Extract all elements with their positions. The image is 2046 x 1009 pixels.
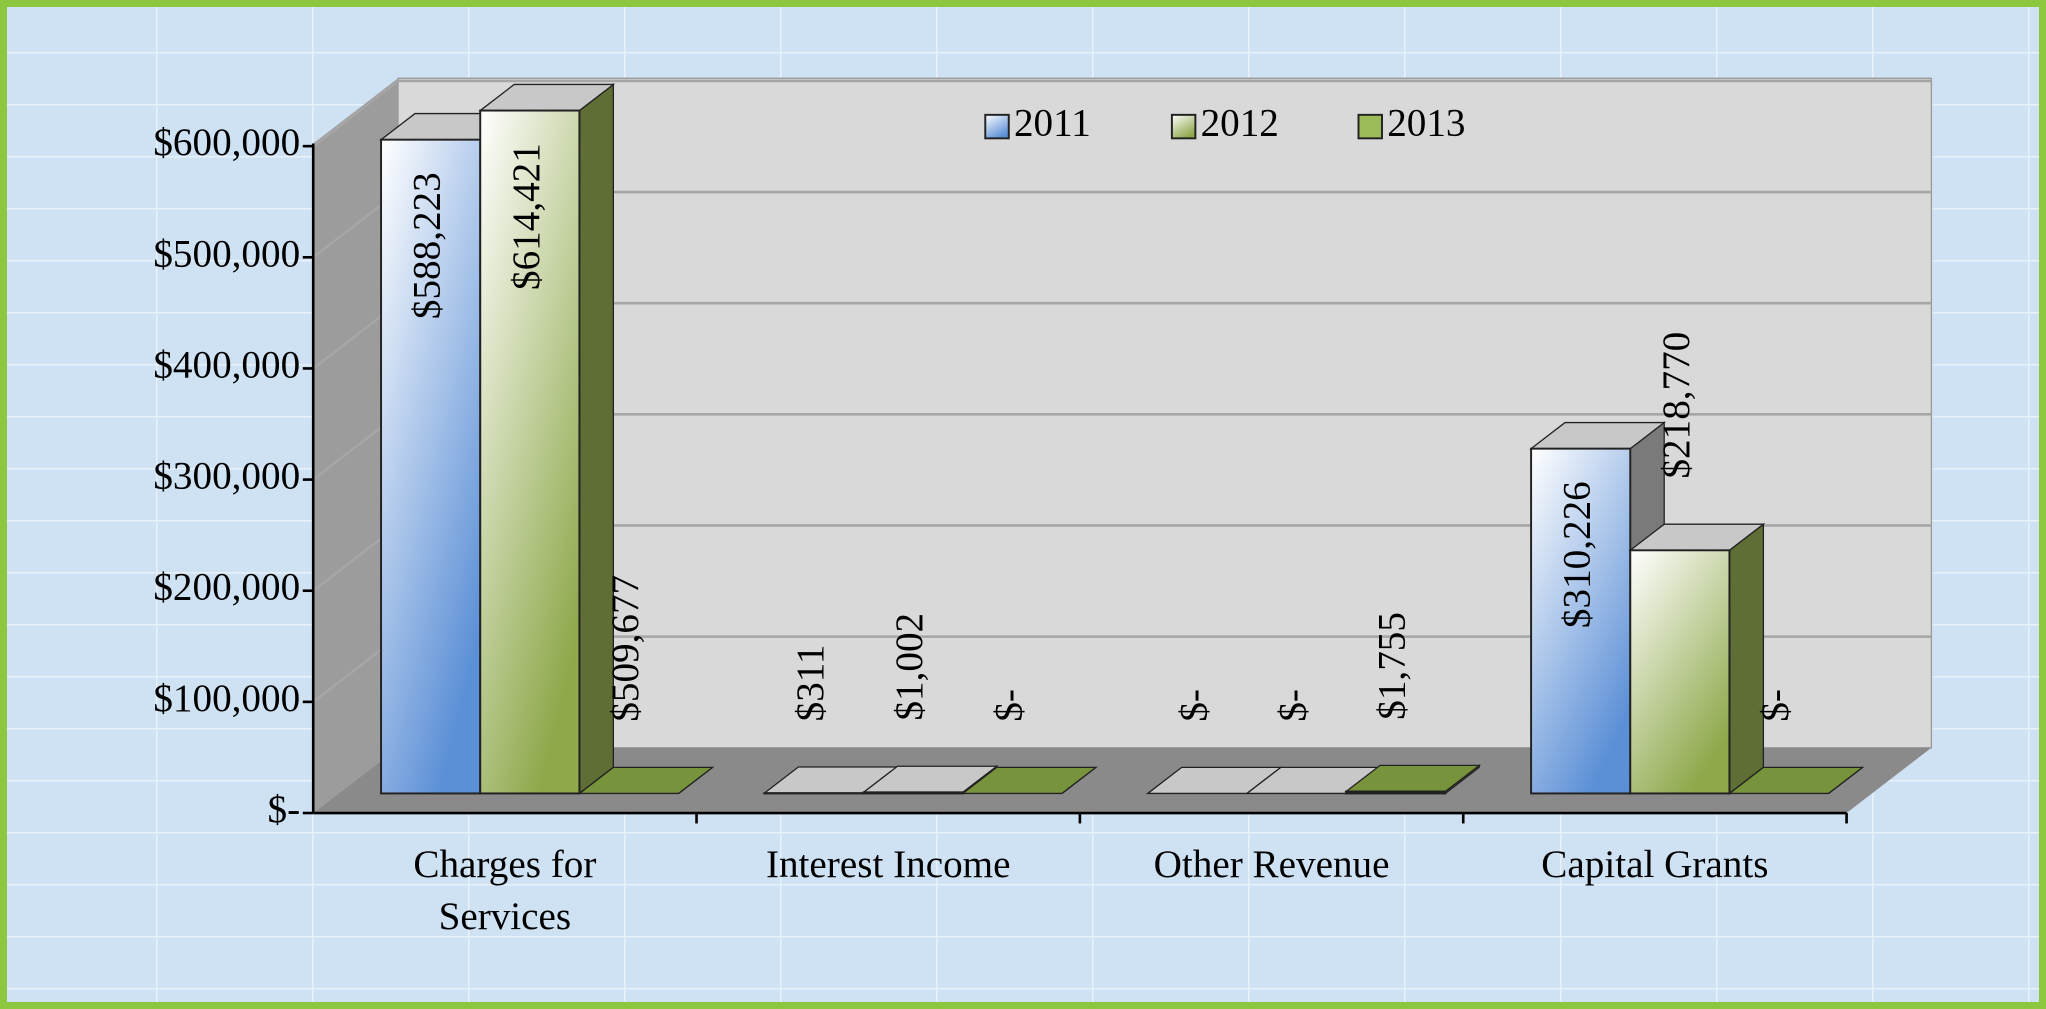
value-label: $1,002 [888, 613, 931, 721]
y-tick-label: $600,000 [153, 121, 300, 164]
value-label: $310,226 [1556, 481, 1599, 628]
x-tick-label: Interest Income [766, 843, 1011, 886]
value-label: $614,421 [505, 143, 548, 290]
bar-top [960, 766, 1098, 795]
value-label: $- [1172, 689, 1215, 722]
value-label: $- [1754, 689, 1797, 722]
value-label: $311 [789, 644, 832, 721]
value-label: $- [987, 689, 1030, 722]
y-tick-label: $- [268, 788, 301, 831]
legend-swatch [984, 113, 1010, 140]
plot: $- $100,000 $200,000 $300,000 $400,000 $500,0… [153, 77, 1933, 938]
floor [313, 747, 1932, 814]
y-tick-label: $500,000 [153, 232, 300, 275]
legend-swatch [1170, 113, 1197, 140]
y-tick-label: $200,000 [153, 566, 300, 609]
x-tick-label: Capital Grants [1541, 843, 1768, 886]
value-label: $588,223 [406, 172, 449, 319]
bar-top [577, 766, 715, 795]
x-tick-label: Other Revenue [1154, 843, 1390, 886]
bar [1530, 447, 1632, 795]
bar [380, 138, 482, 795]
bar [862, 791, 964, 795]
legend-label: 2013 [1387, 102, 1465, 145]
y-tick-label: $300,000 [153, 455, 300, 498]
bar [479, 109, 581, 795]
value-label: $218,770 [1655, 332, 1698, 479]
legend-swatch [1357, 113, 1383, 140]
bar-side [1728, 522, 1765, 795]
y-tick-label: $400,000 [153, 343, 300, 386]
value-label: $1,755 [1371, 612, 1414, 720]
legend-label: 2011 [1014, 102, 1091, 145]
bar [1629, 549, 1731, 795]
grid-line [312, 79, 1932, 148]
bar [1345, 790, 1447, 795]
value-label: $- [1272, 689, 1315, 722]
x-tick-label: Charges for Services [413, 843, 596, 938]
bar-top [1727, 766, 1865, 795]
y-tick-label: $100,000 [153, 677, 300, 720]
legend-label: 2012 [1201, 102, 1279, 145]
value-label: $509,677 [604, 575, 647, 722]
